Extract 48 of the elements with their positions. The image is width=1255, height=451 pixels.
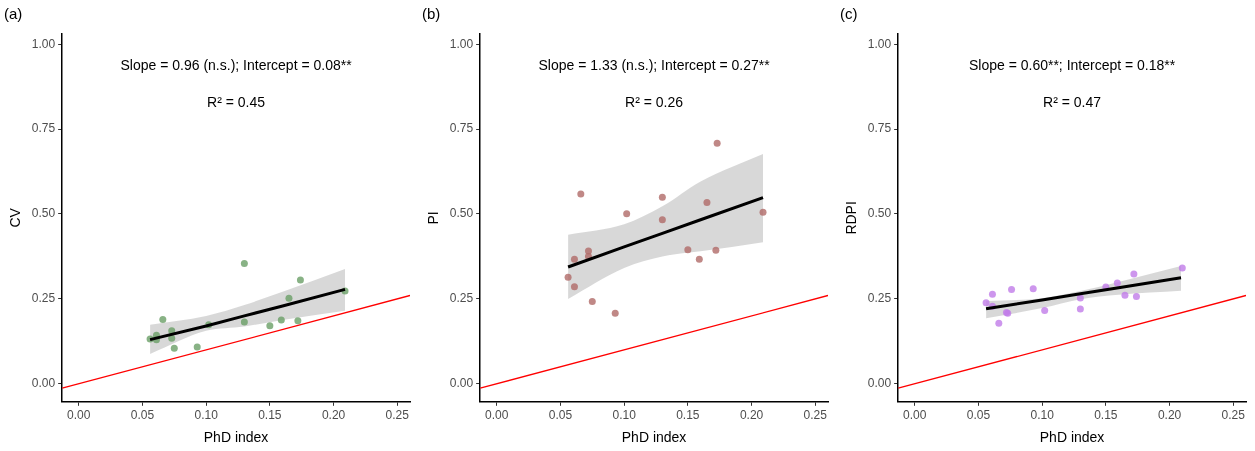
x-tick-label: 0.25: [1221, 408, 1246, 423]
annotation: Slope = 0.60**; Intercept = 0.18**: [968, 56, 1176, 73]
y-tick-label: 0.50: [867, 206, 892, 221]
y-tick-label: 1.00: [31, 36, 56, 51]
annotation: R² = 0.47: [1043, 93, 1102, 110]
chart-title: (a): [4, 5, 23, 23]
x-tick-label: 0.25: [803, 408, 828, 423]
x-tick-label: 0.20: [321, 408, 346, 423]
x-tick-label: 0.05: [130, 408, 155, 423]
x-tick-label: 0.00: [485, 408, 509, 423]
chart-title: (c): [840, 5, 858, 23]
y-axis-title: CV: [7, 207, 24, 228]
x-tick-label: 0.15: [258, 408, 282, 423]
y-tick-label: 0.00: [449, 376, 474, 391]
x-tick-label: 0.00: [903, 408, 927, 423]
y-tick-label: 0.75: [867, 121, 892, 136]
annotation: Slope = 1.33 (n.s.); Intercept = 0.27**: [538, 56, 771, 73]
x-tick-label: 0.00: [67, 408, 91, 423]
y-tick-label: 0.00: [867, 376, 892, 391]
x-tick-label: 0.05: [548, 408, 573, 423]
y-tick-label: 0.50: [31, 206, 56, 221]
y-axis-title: PI: [425, 211, 442, 225]
annotation: R² = 0.26: [625, 93, 684, 110]
annotation: Slope = 0.96 (n.s.); Intercept = 0.08**: [120, 56, 353, 73]
x-axis-title: PhD index: [1039, 429, 1105, 446]
y-tick-label: 0.25: [449, 291, 474, 306]
y-tick-label: 0.75: [449, 121, 474, 136]
y-tick-label: 0.00: [31, 376, 56, 391]
annotation: R² = 0.45: [207, 93, 266, 110]
x-tick-label: 0.20: [1157, 408, 1182, 423]
x-tick-label: 0.05: [966, 408, 991, 423]
x-axis-title: PhD index: [621, 429, 687, 446]
x-tick-label: 0.10: [612, 408, 637, 423]
x-tick-label: 0.25: [385, 408, 410, 423]
y-tick-label: 0.50: [449, 206, 474, 221]
x-axis-title: PhD index: [203, 429, 269, 446]
x-tick-label: 0.10: [1030, 408, 1055, 423]
x-tick-label: 0.20: [739, 408, 764, 423]
x-tick-label: 0.15: [1094, 408, 1118, 423]
x-tick-label: 0.15: [676, 408, 700, 423]
chart-title: (b): [422, 5, 441, 23]
y-tick-label: 0.25: [867, 291, 892, 306]
y-axis-title: RDPI: [843, 201, 860, 235]
x-tick-label: 0.10: [194, 408, 219, 423]
y-tick-label: 0.25: [31, 291, 56, 306]
y-tick-label: 1.00: [867, 36, 892, 51]
y-tick-label: 0.75: [31, 121, 56, 136]
y-tick-label: 1.00: [449, 36, 474, 51]
